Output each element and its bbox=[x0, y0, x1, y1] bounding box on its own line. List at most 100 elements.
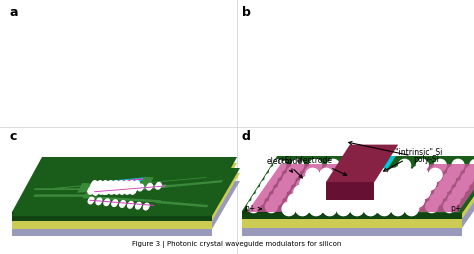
Circle shape bbox=[283, 173, 295, 185]
Polygon shape bbox=[242, 171, 474, 226]
Bar bbox=[242, 217, 462, 226]
Circle shape bbox=[394, 194, 407, 206]
Circle shape bbox=[102, 182, 108, 186]
Polygon shape bbox=[242, 169, 474, 219]
Circle shape bbox=[105, 187, 110, 192]
Circle shape bbox=[373, 201, 384, 213]
Circle shape bbox=[265, 173, 277, 185]
Circle shape bbox=[374, 168, 387, 182]
Circle shape bbox=[300, 177, 313, 190]
Circle shape bbox=[390, 173, 402, 185]
Circle shape bbox=[378, 202, 391, 215]
Circle shape bbox=[347, 168, 360, 182]
Circle shape bbox=[138, 185, 143, 189]
Circle shape bbox=[107, 184, 112, 189]
Circle shape bbox=[112, 184, 117, 189]
Circle shape bbox=[103, 181, 108, 186]
Circle shape bbox=[388, 168, 401, 182]
Circle shape bbox=[382, 177, 395, 190]
Polygon shape bbox=[326, 182, 374, 200]
Circle shape bbox=[128, 182, 134, 187]
Circle shape bbox=[409, 177, 422, 190]
Circle shape bbox=[287, 166, 299, 178]
Text: electrode: electrode bbox=[297, 156, 346, 175]
Circle shape bbox=[247, 201, 260, 213]
Circle shape bbox=[129, 181, 134, 186]
Circle shape bbox=[394, 166, 406, 178]
Circle shape bbox=[337, 202, 350, 215]
Circle shape bbox=[376, 185, 389, 198]
Circle shape bbox=[130, 188, 136, 194]
Circle shape bbox=[403, 180, 415, 192]
Circle shape bbox=[370, 194, 383, 207]
Circle shape bbox=[102, 182, 107, 187]
Circle shape bbox=[288, 194, 301, 207]
Circle shape bbox=[124, 182, 128, 186]
Circle shape bbox=[125, 189, 130, 194]
Circle shape bbox=[314, 177, 327, 190]
Circle shape bbox=[447, 166, 460, 178]
Polygon shape bbox=[93, 184, 166, 194]
Circle shape bbox=[97, 182, 102, 186]
Bar bbox=[12, 226, 207, 234]
Circle shape bbox=[145, 203, 149, 208]
Circle shape bbox=[361, 168, 374, 182]
Circle shape bbox=[121, 186, 126, 190]
Circle shape bbox=[147, 185, 152, 189]
Circle shape bbox=[100, 187, 105, 192]
Circle shape bbox=[136, 204, 140, 208]
Circle shape bbox=[426, 201, 438, 213]
Circle shape bbox=[426, 173, 438, 185]
Circle shape bbox=[382, 177, 395, 190]
Circle shape bbox=[323, 166, 335, 178]
Circle shape bbox=[319, 201, 331, 213]
Circle shape bbox=[144, 205, 148, 210]
Circle shape bbox=[148, 183, 152, 188]
Circle shape bbox=[270, 194, 282, 206]
Circle shape bbox=[439, 180, 451, 192]
Circle shape bbox=[347, 168, 360, 182]
Circle shape bbox=[89, 187, 94, 192]
Circle shape bbox=[89, 198, 93, 202]
Circle shape bbox=[368, 177, 382, 190]
Circle shape bbox=[120, 201, 125, 206]
Circle shape bbox=[341, 177, 354, 190]
Circle shape bbox=[296, 180, 309, 192]
Circle shape bbox=[91, 182, 97, 187]
Circle shape bbox=[104, 201, 109, 205]
Circle shape bbox=[89, 199, 93, 203]
Circle shape bbox=[392, 202, 404, 215]
Circle shape bbox=[461, 173, 473, 185]
Circle shape bbox=[356, 194, 369, 207]
Circle shape bbox=[102, 189, 107, 194]
Polygon shape bbox=[326, 156, 396, 211]
Circle shape bbox=[88, 188, 93, 194]
Text: b: b bbox=[242, 6, 251, 19]
Circle shape bbox=[90, 186, 94, 191]
Bar bbox=[242, 228, 462, 236]
Circle shape bbox=[114, 189, 119, 194]
Circle shape bbox=[328, 177, 340, 190]
Circle shape bbox=[405, 202, 418, 215]
Circle shape bbox=[113, 182, 118, 186]
Circle shape bbox=[89, 188, 94, 193]
Circle shape bbox=[155, 185, 160, 189]
Polygon shape bbox=[54, 185, 85, 189]
Circle shape bbox=[91, 183, 96, 188]
Circle shape bbox=[328, 159, 339, 171]
Circle shape bbox=[310, 202, 323, 215]
Circle shape bbox=[135, 181, 139, 186]
Circle shape bbox=[252, 194, 264, 206]
Polygon shape bbox=[143, 185, 183, 186]
Circle shape bbox=[415, 168, 428, 182]
Circle shape bbox=[294, 185, 307, 198]
Circle shape bbox=[115, 188, 119, 194]
Circle shape bbox=[292, 159, 304, 171]
Circle shape bbox=[94, 189, 99, 193]
Circle shape bbox=[121, 186, 126, 191]
Circle shape bbox=[448, 194, 460, 206]
Circle shape bbox=[452, 187, 465, 199]
Circle shape bbox=[123, 182, 128, 187]
Polygon shape bbox=[138, 177, 154, 188]
Polygon shape bbox=[12, 181, 240, 229]
